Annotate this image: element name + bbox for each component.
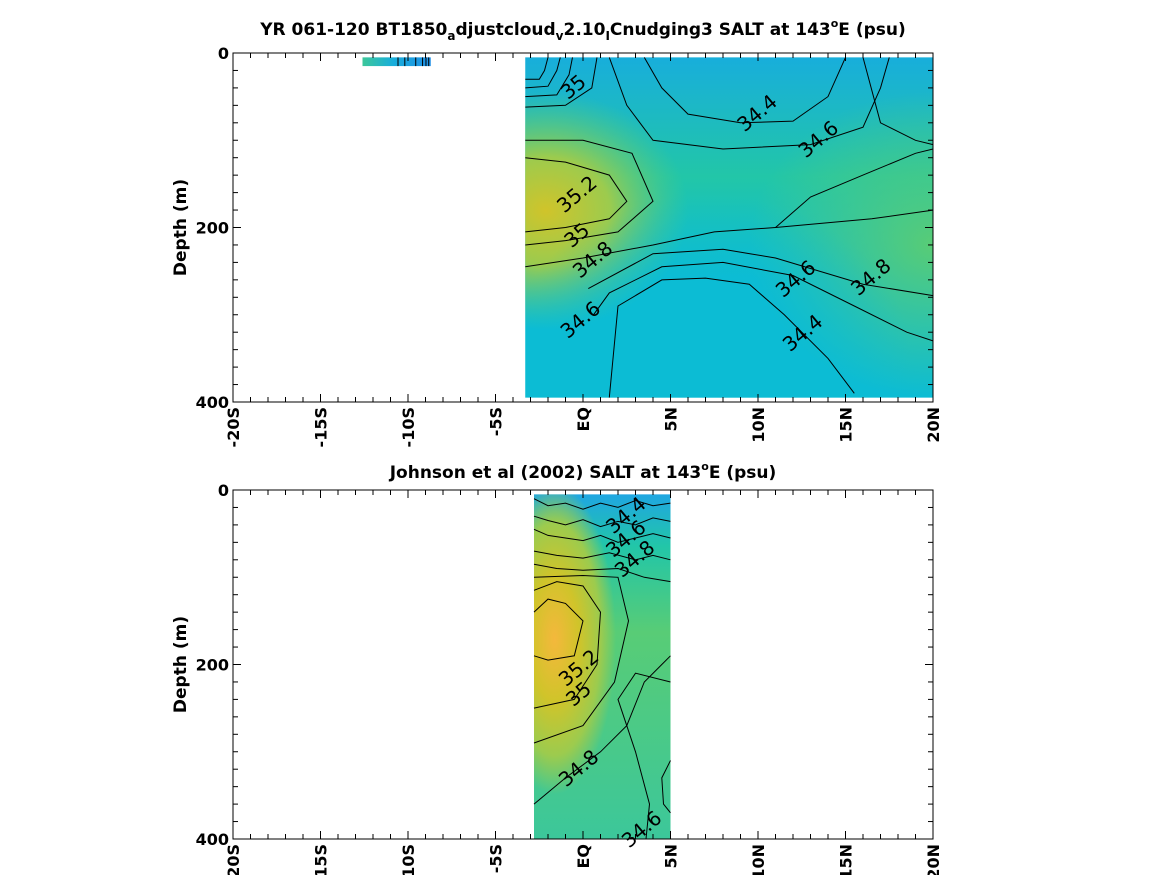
contour-line <box>533 528 671 543</box>
x-tick-label: EQ <box>574 844 593 869</box>
small-data-patch <box>362 57 431 67</box>
contour-line <box>525 157 628 233</box>
y-tick-label: 0 <box>218 44 229 63</box>
x-tick-label: -15S <box>312 407 331 447</box>
contour-line <box>643 57 846 124</box>
contour-line <box>533 498 671 510</box>
contour-line <box>525 209 934 268</box>
contour-line <box>533 598 584 661</box>
x-tick-label: 15N <box>837 407 856 443</box>
contour-line <box>525 57 573 98</box>
contour-line <box>525 57 561 89</box>
x-tick-label: -20S <box>224 844 243 875</box>
y-tick-label: 0 <box>218 481 229 500</box>
panel-1-title: YR 061-120 BT1850adjustcloudv2.10ICnudgi… <box>259 17 906 43</box>
salinity-field-shading <box>534 494 671 839</box>
panel-2: Johnson et al (2002) SALT at 143oE (psu)… <box>171 460 943 875</box>
y-tick-label: 400 <box>196 830 229 849</box>
x-tick-label: -10S <box>399 407 418 447</box>
x-tick-label: 15N <box>837 844 856 875</box>
x-tick-label: -10S <box>399 844 418 875</box>
x-tick-label: -5S <box>487 844 506 873</box>
x-tick-label: 10N <box>749 407 768 443</box>
contour-line <box>533 515 671 528</box>
contour-line <box>775 148 934 228</box>
panel-1: YR 061-120 BT1850adjustcloudv2.10ICnudgi… <box>171 17 943 447</box>
x-tick-label: 10N <box>749 844 768 875</box>
contour-line <box>533 581 602 709</box>
panel-2-title: Johnson et al (2002) SALT at 143oE (psu) <box>389 460 777 483</box>
contour-line <box>617 672 671 840</box>
x-tick-label: 20N <box>924 844 943 875</box>
x-tick-label: -5S <box>487 407 506 436</box>
panel-2-contours <box>533 498 671 840</box>
contour-line <box>533 574 630 744</box>
x-tick-label: 5N <box>662 844 681 869</box>
contour-line <box>608 277 855 398</box>
contour-line <box>525 57 549 80</box>
contour-line <box>525 57 598 108</box>
x-tick-label: 20N <box>924 407 943 443</box>
y-tick-label: 400 <box>196 393 229 412</box>
contour-line <box>525 139 654 246</box>
contour-line <box>593 261 934 342</box>
contour-line <box>608 57 890 150</box>
y-tick-label: 200 <box>196 656 229 675</box>
contour-line <box>533 550 671 561</box>
panel-1-contours <box>525 57 934 398</box>
x-tick-label: -20S <box>224 407 243 447</box>
contour-line <box>862 57 934 146</box>
x-tick-label: -15S <box>312 844 331 875</box>
contour-line <box>661 760 671 814</box>
contour-line <box>533 563 671 583</box>
y-axis-label: Depth (m) <box>171 616 191 713</box>
x-tick-label: EQ <box>574 407 593 432</box>
contour-line <box>588 248 934 297</box>
panel-2-salinity-field <box>534 494 671 839</box>
salinity-field-shading <box>525 57 933 398</box>
panel-1-salinity-field <box>525 57 933 398</box>
y-tick-label: 200 <box>196 219 229 238</box>
x-tick-label: 5N <box>662 407 681 432</box>
y-axis-label: Depth (m) <box>171 179 191 276</box>
small-data-patch-fill <box>362 57 431 67</box>
